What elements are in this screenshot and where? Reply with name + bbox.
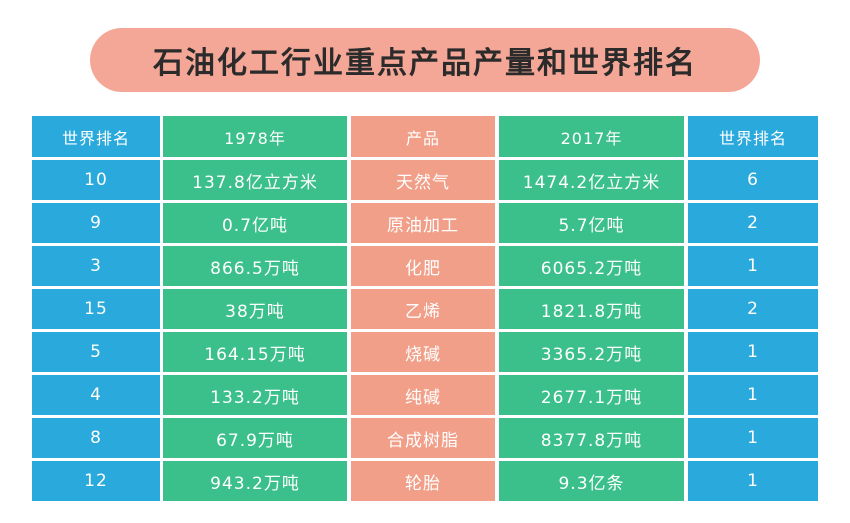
table-cell: 1 [688,375,818,415]
header-cell: 世界排名 [688,116,818,157]
table-cell: 943.2万吨 [163,461,347,501]
table-cell: 6 [688,160,818,200]
header-cell: 2017年 [499,116,684,157]
table-cell: 137.8亿立方米 [163,160,347,200]
table-cell: 3365.2万吨 [499,332,684,372]
table-cell: 原油加工 [351,203,495,243]
table-cell: 0.7亿吨 [163,203,347,243]
table-cell: 2677.1万吨 [499,375,684,415]
table-cell: 2 [688,289,818,329]
table-cell: 2 [688,203,818,243]
table-cell: 4 [32,375,160,415]
header-cell: 产品 [351,116,495,157]
table-cell: 6065.2万吨 [499,246,684,286]
table-cell: 12 [32,461,160,501]
table-cell: 合成树脂 [351,418,495,458]
title: 石油化工行业重点产品产量和世界排名 [90,28,760,92]
table-cell: 9.3亿条 [499,461,684,501]
table-cell: 烧碱 [351,332,495,372]
table-cell: 天然气 [351,160,495,200]
table-cell: 1821.8万吨 [499,289,684,329]
table-cell: 133.2万吨 [163,375,347,415]
table-cell: 1 [688,418,818,458]
table-cell: 67.9万吨 [163,418,347,458]
table-cell: 轮胎 [351,461,495,501]
table-cell: 3 [32,246,160,286]
table-cell: 8377.8万吨 [499,418,684,458]
table-cell: 乙烯 [351,289,495,329]
table-cell: 15 [32,289,160,329]
table-cell: 1474.2亿立方米 [499,160,684,200]
table-cell: 1 [688,246,818,286]
table-cell: 38万吨 [163,289,347,329]
header-cell: 1978年 [163,116,347,157]
table-cell: 9 [32,203,160,243]
table-cell: 1 [688,332,818,372]
table-cell: 164.15万吨 [163,332,347,372]
table-cell: 纯碱 [351,375,495,415]
table-cell: 5.7亿吨 [499,203,684,243]
table-cell: 8 [32,418,160,458]
header-cell: 世界排名 [32,116,160,157]
table-cell: 10 [32,160,160,200]
table-cell: 化肥 [351,246,495,286]
table-cell: 866.5万吨 [163,246,347,286]
table-cell: 1 [688,461,818,501]
table-cell: 5 [32,332,160,372]
